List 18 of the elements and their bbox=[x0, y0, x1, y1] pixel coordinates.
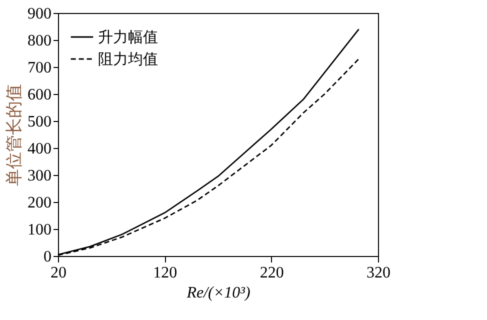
y-tick-label: 900 bbox=[28, 6, 52, 22]
legend-label: 升力幅值 bbox=[98, 29, 158, 46]
x-axis-title: Re/(×10³) bbox=[186, 284, 250, 302]
x-tick-label: 120 bbox=[153, 264, 178, 282]
y-axis-title: 单位管长的值 bbox=[4, 84, 24, 186]
y-tick-label: 800 bbox=[28, 32, 52, 50]
y-tick-label: 400 bbox=[28, 140, 52, 158]
x-tick-label: 220 bbox=[260, 264, 284, 282]
y-tick-label: 500 bbox=[28, 114, 52, 130]
y-tick-label: 100 bbox=[28, 222, 52, 238]
y-tick-label: 200 bbox=[28, 194, 52, 212]
y-tick-label: 0 bbox=[44, 248, 52, 266]
y-tick-label: 600 bbox=[28, 86, 52, 104]
y-tick-label: 700 bbox=[28, 60, 52, 76]
legend-label: 阻力均值 bbox=[98, 51, 158, 68]
y-tick-label: 300 bbox=[28, 168, 52, 184]
x-tick-label: 20 bbox=[50, 264, 66, 282]
x-tick-label: 320 bbox=[366, 264, 390, 282]
